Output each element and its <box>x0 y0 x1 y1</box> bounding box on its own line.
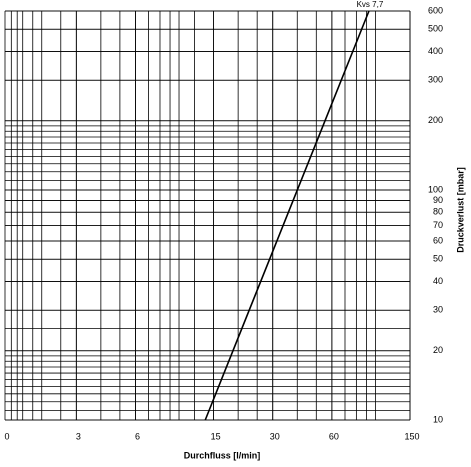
y-tick-label: 400 <box>428 46 443 56</box>
x-tick-label: 60 <box>329 431 339 441</box>
y-tick-label: 80 <box>433 207 443 217</box>
y-tick-label: 50 <box>433 254 443 264</box>
y-tick-label: 10 <box>433 414 443 424</box>
y-tick-label: 60 <box>433 235 443 245</box>
y-tick-label: 200 <box>428 115 443 125</box>
y-tick-label: 100 <box>428 184 443 194</box>
y-tick-label: 40 <box>433 276 443 286</box>
line-label: Kvs 7,7 <box>357 0 384 9</box>
y-tick-label: 30 <box>433 305 443 315</box>
x-axis-title: Durchfluss [l/min] <box>184 450 261 460</box>
x-tick-label: 15 <box>211 431 221 441</box>
x-tick-label: 0 <box>4 431 9 441</box>
y-tick-label: 500 <box>428 24 443 34</box>
x-tick-label: 6 <box>135 431 140 441</box>
y-tick-label: 20 <box>433 345 443 355</box>
line <box>204 10 370 421</box>
x-tick-label: 150 <box>404 431 419 441</box>
y-tick-label: 300 <box>428 75 443 85</box>
y-tick-label: 600 <box>428 5 443 15</box>
y-tick-label: 90 <box>433 195 443 205</box>
y-tick-label: 70 <box>433 220 443 230</box>
x-tick-label: 30 <box>270 431 280 441</box>
y-axis-title: Druckverlust [mbar] <box>455 167 465 253</box>
x-tick-label: 3 <box>76 431 81 441</box>
